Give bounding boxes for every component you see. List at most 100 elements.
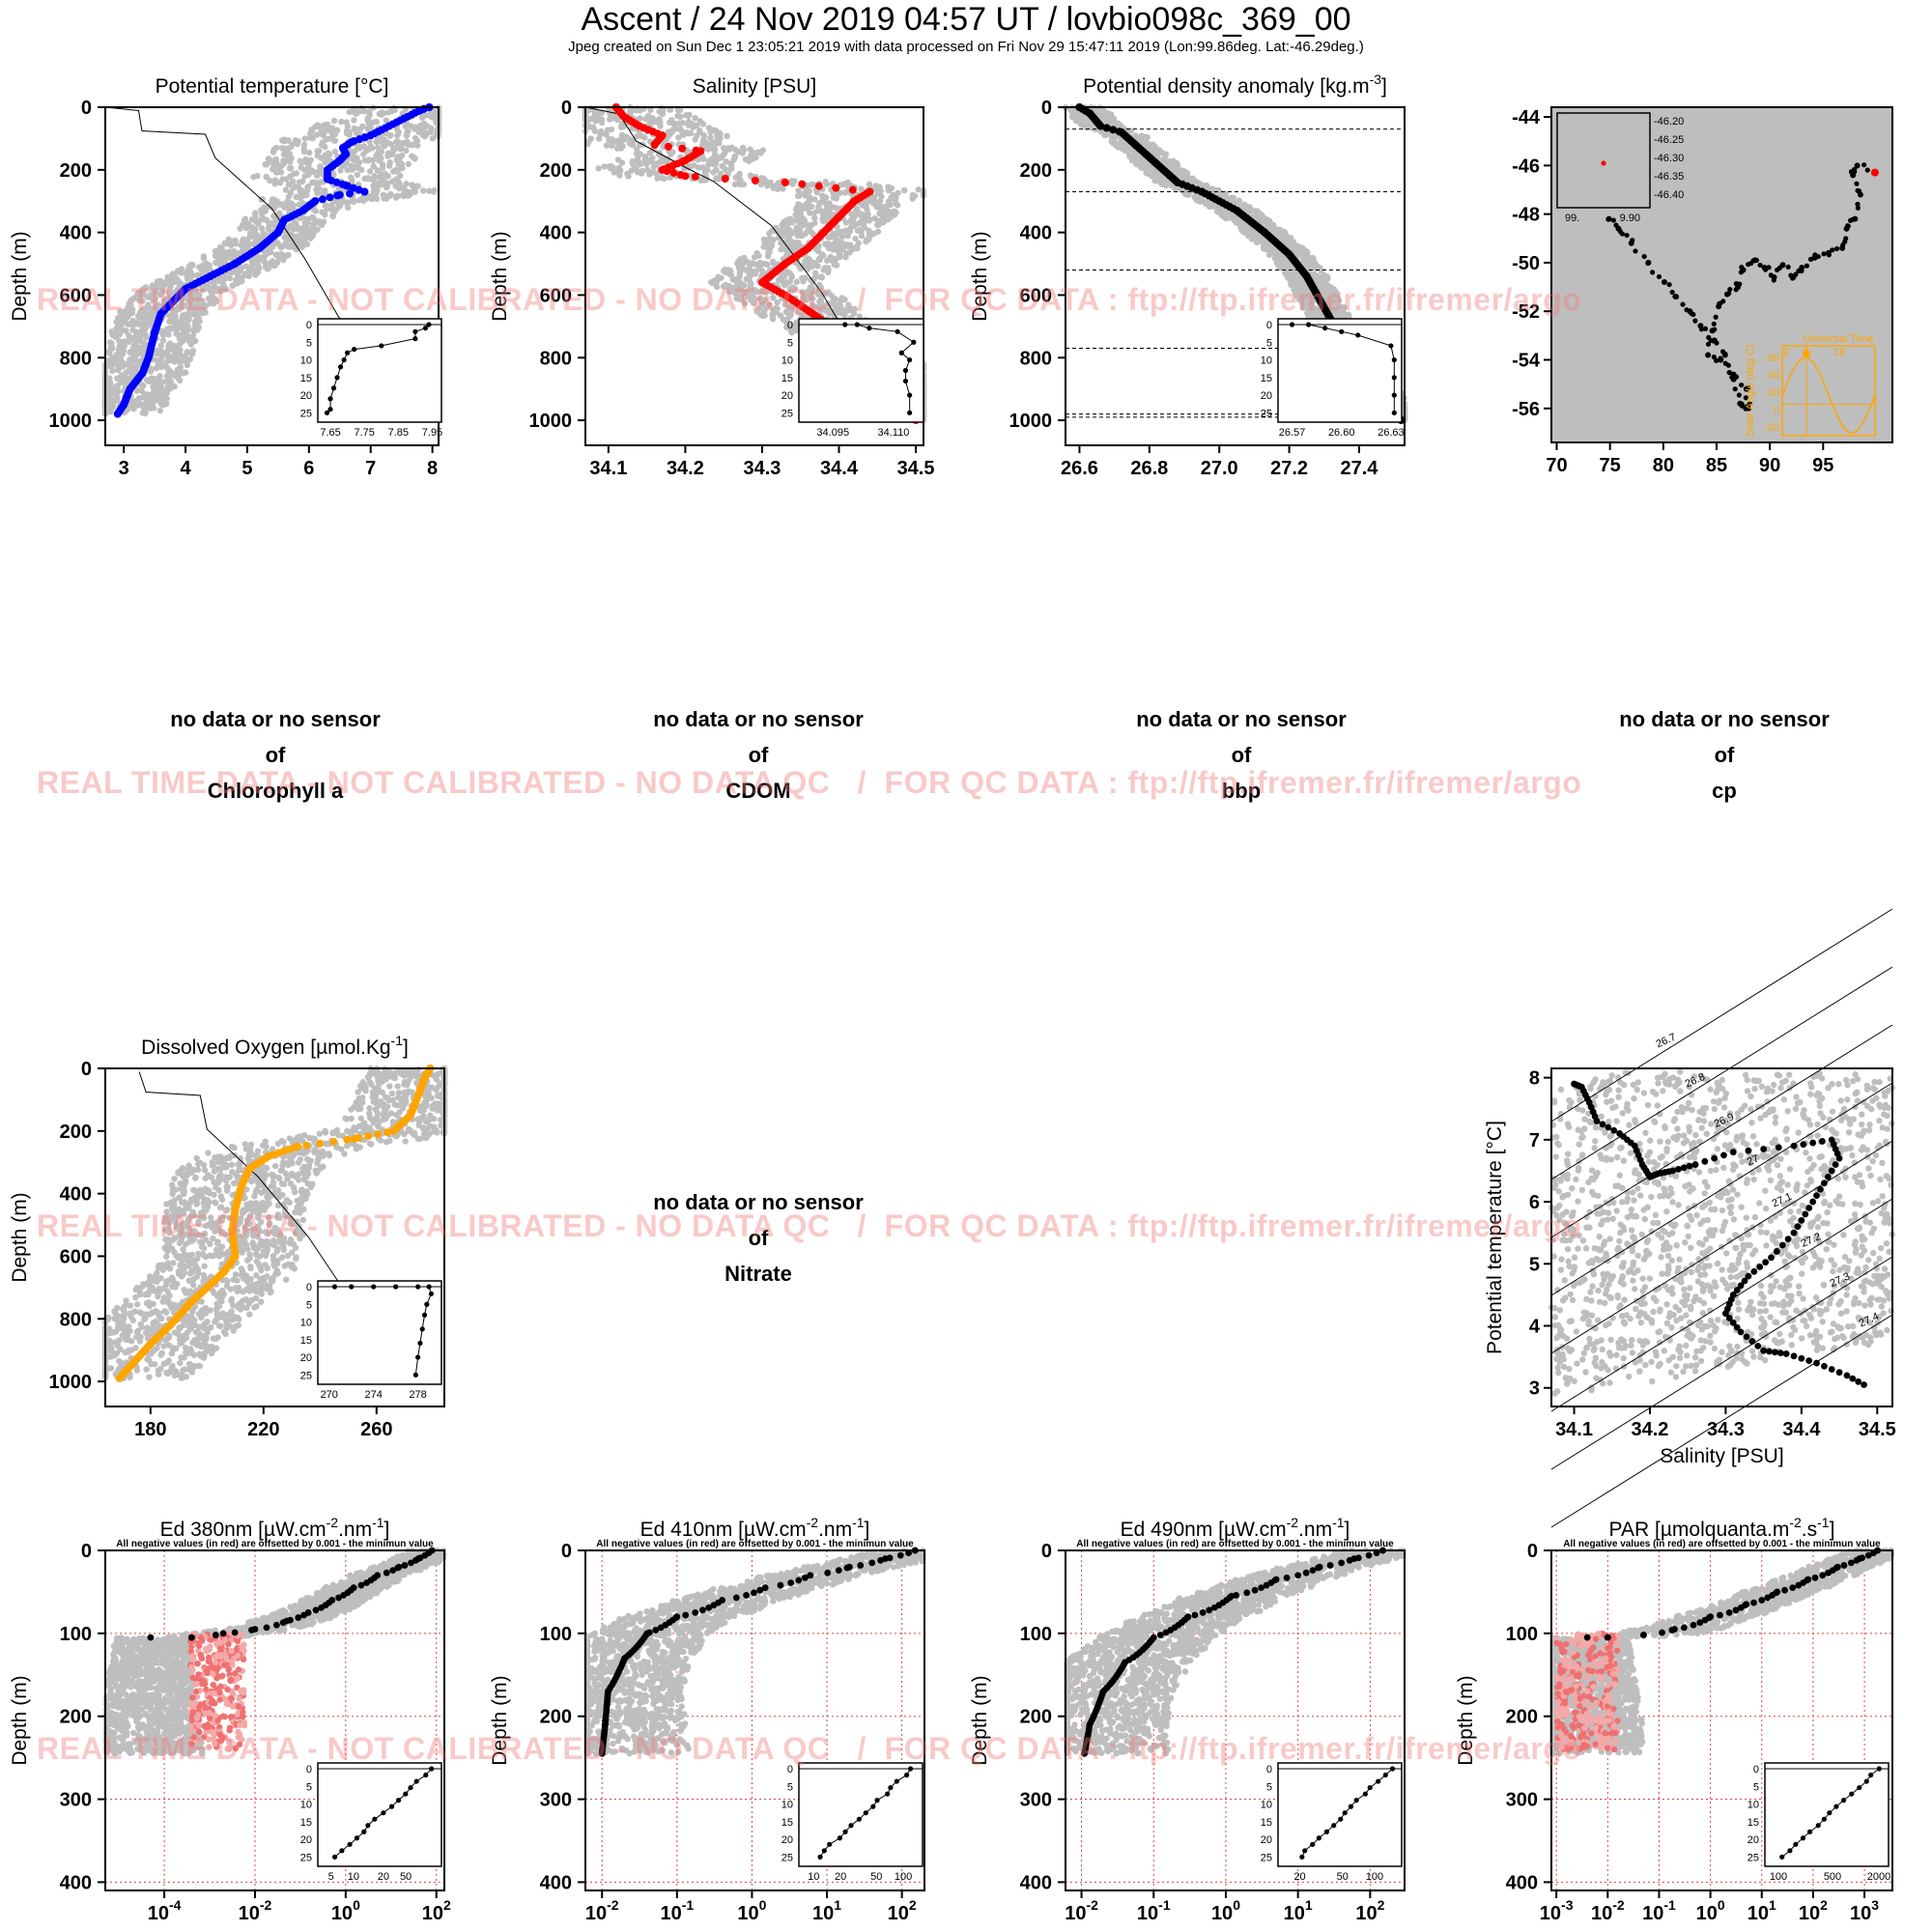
cloud-point: [352, 126, 358, 132]
cloud-point: [736, 170, 743, 178]
profile-point: [335, 190, 344, 199]
inset-y-tick-label: 5: [306, 337, 312, 349]
cloud-point: [196, 318, 203, 325]
cloud-point: [823, 181, 831, 187]
cloud-point: [657, 123, 664, 129]
cloud-point: [800, 293, 808, 300]
cloud-point: [770, 295, 777, 301]
cloud-point: [120, 362, 127, 370]
cloud-point: [220, 282, 227, 289]
cloud-point: [793, 226, 800, 234]
cloud-point: [604, 127, 611, 133]
cloud-point: [394, 131, 401, 139]
cloud-point: [851, 213, 858, 220]
cloud-point: [716, 140, 723, 147]
cloud-point: [298, 242, 305, 248]
cloud-point: [818, 209, 825, 215]
profile-point: [814, 182, 823, 190]
cloud-point: [743, 289, 750, 297]
cloud-point: [156, 407, 163, 414]
cloud-point: [343, 160, 350, 168]
cloud-point: [155, 301, 162, 308]
cloud-point: [420, 187, 427, 194]
cloud-point: [329, 208, 337, 214]
cloud-point: [285, 137, 292, 144]
profile-point: [360, 187, 369, 196]
cloud-point: [871, 198, 878, 205]
cloud-point: [200, 253, 208, 260]
profile-point: [798, 180, 807, 188]
cloud-point: [718, 274, 724, 281]
cloud-point: [770, 185, 778, 191]
cloud-point: [736, 273, 743, 280]
cloud-point: [344, 204, 352, 212]
cloud-point: [259, 195, 266, 203]
cloud-point: [404, 132, 411, 139]
cloud-point: [369, 156, 377, 164]
cloud-point: [139, 324, 147, 331]
cloud-point: [282, 240, 290, 247]
cloud-point: [595, 109, 602, 117]
cloud-point: [175, 371, 183, 379]
cloud-point: [885, 184, 892, 190]
inset-x-tick-label: 7.65: [320, 427, 340, 439]
cloud-point: [624, 170, 631, 178]
cloud-point: [275, 168, 283, 175]
cloud-point: [761, 260, 769, 268]
profile-point: [342, 150, 351, 158]
cloud-point: [333, 127, 341, 133]
cloud-point: [839, 245, 846, 253]
cloud-point: [273, 144, 280, 152]
cloud-point: [716, 175, 723, 183]
cloud-point: [290, 170, 298, 178]
cloud-point: [366, 168, 374, 175]
cloud-point: [747, 146, 753, 153]
cloud-point: [388, 178, 396, 185]
cloud-point: [707, 134, 714, 141]
cloud-point: [397, 163, 404, 170]
cloud-point: [404, 141, 412, 148]
cloud-point: [348, 175, 355, 182]
cloud-point: [405, 160, 412, 168]
profile-point: [273, 228, 282, 237]
cloud-point: [829, 257, 837, 265]
cloud-point: [188, 351, 196, 357]
cloud-point: [239, 238, 245, 244]
cloud-point: [316, 148, 323, 155]
cloud-point: [426, 187, 433, 194]
y-tick-label: 800: [60, 348, 92, 369]
cloud-point: [354, 155, 360, 161]
cloud-point: [365, 194, 372, 201]
cloud-point: [811, 214, 818, 221]
cloud-point: [355, 108, 362, 115]
profile-point: [848, 185, 857, 194]
cloud-point: [713, 166, 720, 174]
x-tick-label: 3: [119, 458, 129, 479]
cloud-point: [321, 122, 328, 128]
profile-point: [819, 228, 828, 237]
cloud-point: [184, 315, 190, 322]
cloud-point: [329, 136, 337, 144]
inset-y-tick-label: 10: [781, 355, 793, 367]
cloud-point: [860, 202, 867, 209]
cloud-point: [815, 203, 822, 211]
cloud-point: [285, 157, 292, 165]
cloud-point: [132, 402, 140, 409]
cloud-point: [285, 145, 292, 152]
cloud-point: [787, 307, 795, 315]
cloud-point: [876, 217, 884, 224]
cloud-point: [858, 232, 866, 240]
cloud-point: [179, 321, 186, 327]
x-tick-label: 34.1: [589, 458, 627, 479]
profile-point: [658, 131, 667, 140]
cloud-point: [606, 136, 612, 143]
cloud-point: [858, 185, 865, 192]
cloud-point: [131, 343, 138, 351]
cloud-point: [286, 164, 294, 172]
cloud-point: [160, 329, 168, 336]
profile-point: [346, 189, 354, 198]
cloud-point: [713, 160, 720, 167]
cloud-point: [310, 227, 317, 234]
profile-point: [335, 156, 344, 165]
chart-title: Potential temperature [°C]: [156, 75, 389, 98]
